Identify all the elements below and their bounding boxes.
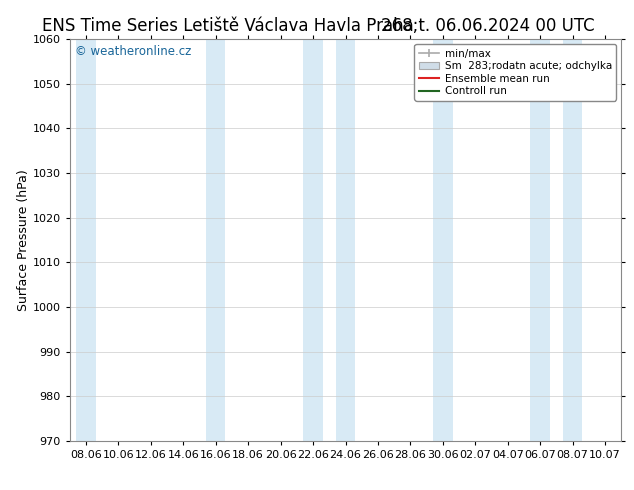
Bar <box>336 39 355 441</box>
Bar <box>303 39 323 441</box>
Legend: min/max, Sm  283;rodatn acute; odchylka, Ensemble mean run, Controll run: min/max, Sm 283;rodatn acute; odchylka, … <box>415 45 616 100</box>
Text: 268;t. 06.06.2024 00 UTC: 268;t. 06.06.2024 00 UTC <box>382 17 595 35</box>
Bar <box>76 39 96 441</box>
Bar <box>531 39 550 441</box>
Text: © weatheronline.cz: © weatheronline.cz <box>75 45 191 58</box>
Bar <box>563 39 583 441</box>
Bar <box>206 39 226 441</box>
Bar <box>433 39 453 441</box>
Y-axis label: Surface Pressure (hPa): Surface Pressure (hPa) <box>17 169 30 311</box>
Text: ENS Time Series Letiště Václava Havla Praha: ENS Time Series Letiště Václava Havla Pr… <box>42 17 414 35</box>
